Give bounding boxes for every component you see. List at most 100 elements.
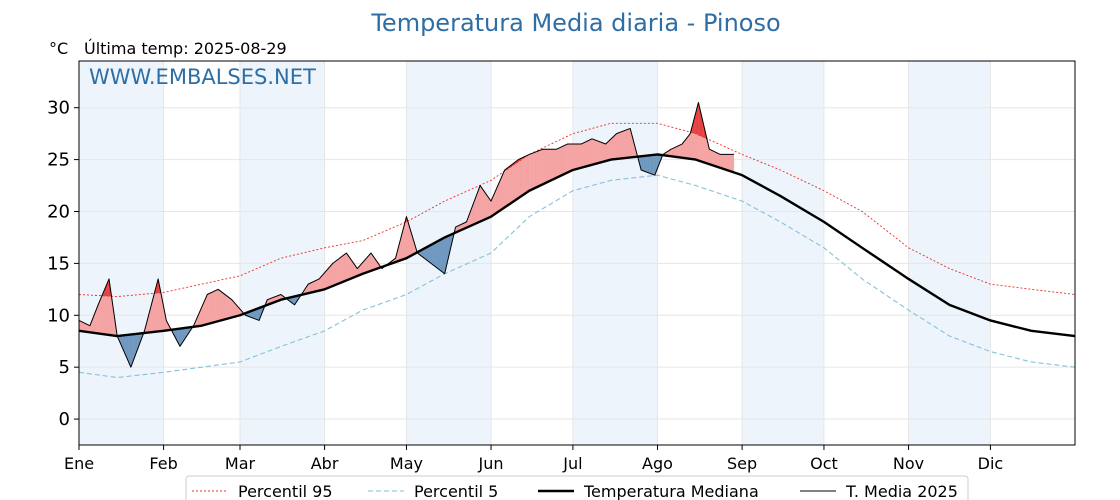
anomaly-fill [710, 149, 713, 166]
month-band [742, 61, 824, 445]
legend-label: Percentil 5 [414, 482, 498, 500]
anomaly-fill [676, 145, 679, 158]
anomaly-fill [560, 146, 563, 177]
x-tick-label: Mar [225, 454, 256, 473]
anomaly-fill [223, 293, 226, 320]
anomaly-fill [350, 258, 353, 279]
anomaly-fill [478, 185, 481, 223]
anomaly-fill [653, 154, 655, 176]
anomaly-fill [586, 140, 589, 167]
anomaly-fill [317, 278, 320, 292]
anomaly-fill [711, 150, 714, 166]
anomaly-fill [713, 150, 715, 167]
anomaly-fill [617, 132, 620, 159]
anomaly-fill [477, 189, 479, 224]
anomaly-fill [576, 143, 579, 170]
anomaly-fill [347, 254, 350, 281]
anomaly-fill [624, 129, 627, 159]
anomaly-fill [209, 292, 212, 324]
anomaly-fill [429, 244, 432, 264]
anomaly-fill [441, 237, 444, 274]
anomaly-fill [714, 151, 717, 167]
anomaly-fill [519, 158, 522, 198]
anomaly-fill [130, 334, 133, 368]
anomaly-fill [642, 155, 645, 172]
anomaly-fill [512, 162, 515, 203]
series-lines [78, 102, 1076, 379]
anomaly-fill [625, 129, 628, 159]
anomaly-fill [321, 273, 324, 291]
anomaly-fill [432, 243, 434, 266]
anomaly-fill [485, 192, 488, 220]
anomaly-fill [212, 291, 215, 323]
anomaly-fill [99, 298, 101, 334]
anomaly-fill [129, 334, 131, 368]
anomaly-fill [515, 160, 518, 201]
anomaly-fill [364, 258, 366, 274]
anomaly-fill [97, 301, 100, 334]
anomaly-fill [649, 155, 651, 174]
anomaly-fill [314, 280, 317, 292]
anomaly-fill [343, 253, 346, 282]
anomaly-fill [550, 149, 553, 181]
anomaly-fill [729, 154, 732, 172]
anomaly-fill [518, 158, 520, 199]
x-tick-label: Oct [810, 454, 838, 473]
anomaly-fill [339, 256, 342, 284]
anomaly-fill [540, 149, 542, 186]
anomaly-fill [313, 280, 316, 293]
anomaly-fill [534, 151, 537, 189]
anomaly-fill [522, 156, 524, 196]
anomaly-fill [428, 245, 430, 263]
anomaly-fill [589, 139, 591, 166]
anomaly-fill [605, 142, 608, 162]
anomaly-fill [600, 141, 602, 163]
anomaly-fill [686, 136, 688, 159]
anomaly-fill [640, 155, 643, 171]
anomaly-fill [526, 154, 529, 193]
anomaly-fill [316, 279, 318, 292]
anomaly-fill [688, 133, 691, 160]
anomaly-fill [327, 267, 329, 289]
anomaly-fill [218, 289, 220, 322]
anomaly-fill [567, 143, 569, 173]
anomaly-fill [102, 291, 104, 335]
y-tick-label: 0 [59, 409, 70, 430]
anomaly-fill [80, 320, 82, 332]
anomaly-fill [208, 292, 211, 324]
y-tick-label: 25 [47, 150, 70, 171]
series-line-dashed [78, 174, 1076, 379]
anomaly-fill [430, 243, 433, 265]
anomaly-fill [507, 166, 509, 206]
anomaly-fill [328, 266, 331, 288]
x-tick-label: Abr [311, 454, 339, 473]
x-tick-label: Feb [149, 454, 177, 473]
anomaly-fill [369, 252, 372, 272]
month-bands [79, 61, 991, 445]
anomaly-fill [222, 292, 224, 321]
anomaly-fill [538, 150, 541, 187]
anomaly-fill [481, 187, 484, 222]
anomaly-fill [433, 242, 436, 267]
month-band [908, 61, 991, 445]
anomaly-fill [365, 257, 368, 273]
anomaly-fill [219, 290, 222, 322]
anomaly-fill [523, 156, 526, 195]
anomaly-fill [570, 143, 572, 172]
anomaly-fill [563, 145, 565, 175]
anomaly-fill [336, 258, 339, 285]
anomaly-fill [153, 289, 156, 333]
x-tick-label: Jul [562, 454, 582, 473]
anomaly-fill [679, 144, 681, 158]
anomaly-fill [591, 138, 594, 165]
anomaly-fill [342, 254, 344, 283]
anomaly-fill [207, 293, 209, 325]
anomaly-fill [627, 128, 629, 158]
x-tick-label: Jun [478, 454, 504, 473]
anomaly-fill [529, 153, 531, 191]
anomaly-fill [687, 134, 690, 159]
anomaly-fill [344, 252, 347, 282]
anomaly-fill [310, 281, 313, 293]
anomaly-fill [628, 128, 631, 158]
anomaly-fill [220, 291, 223, 321]
